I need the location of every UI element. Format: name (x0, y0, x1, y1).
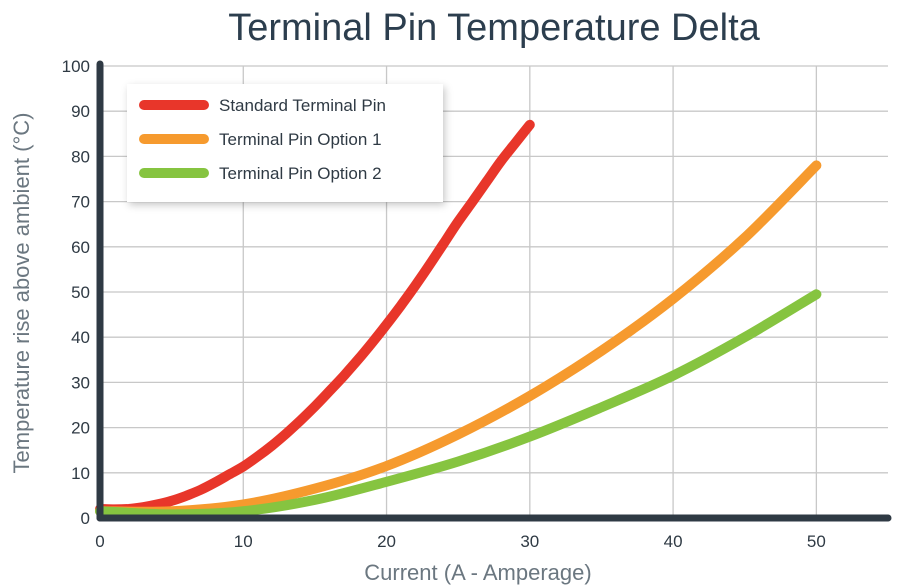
x-tick-label: 40 (664, 532, 683, 551)
y-tick-label: 80 (71, 147, 90, 166)
series-lines (95, 119, 822, 520)
x-tick-label: 0 (95, 532, 104, 551)
y-tick-label: 70 (71, 193, 90, 212)
y-tick-label: 0 (81, 509, 90, 528)
legend-label-2: Terminal Pin Option 1 (219, 130, 382, 149)
legend: Standard Terminal Pin Terminal Pin Option… (127, 84, 443, 202)
tick-labels: 0 10 20 30 40 50 60 70 80 90 100 0 10 20 30 40 50 (62, 57, 826, 551)
y-tick-label: 40 (71, 328, 90, 347)
y-tick-label: 20 (71, 419, 90, 438)
legend-label-1: Standard Terminal Pin (219, 96, 386, 115)
y-tick-label: 10 (71, 464, 90, 483)
chart-title: Terminal Pin Temperature Delta (228, 7, 760, 49)
y-tick-label: 90 (71, 102, 90, 121)
x-axis-title: Current (A - Amperage) (364, 560, 591, 585)
x-tick-label: 20 (377, 532, 396, 551)
legend-label-3: Terminal Pin Option 2 (219, 164, 382, 183)
axes (96, 60, 892, 522)
series-line-1 (95, 119, 535, 515)
x-tick-label: 10 (234, 532, 253, 551)
y-tick-label: 100 (62, 57, 90, 76)
series-line-2 (95, 160, 822, 517)
x-tick-label: 30 (520, 532, 539, 551)
y-axis-title: Temperature rise above ambient (°C) (9, 113, 34, 474)
y-tick-label: 30 (71, 373, 90, 392)
x-tick-label: 50 (807, 532, 826, 551)
y-tick-label: 60 (71, 238, 90, 257)
series-line-3 (95, 289, 822, 520)
y-tick-label: 50 (71, 283, 90, 302)
